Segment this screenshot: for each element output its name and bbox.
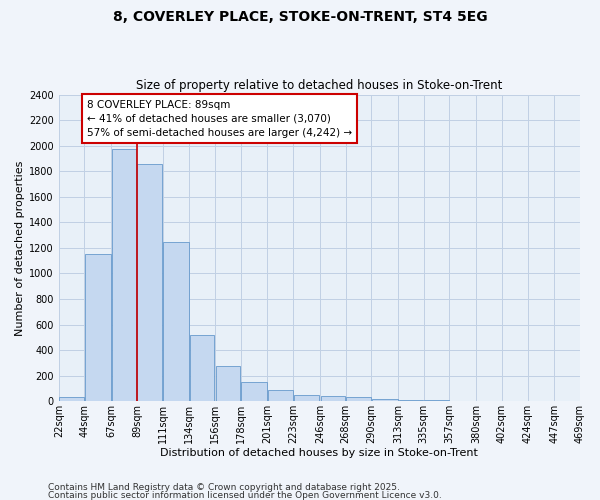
Bar bbox=[112, 150, 136, 401]
Bar bbox=[268, 390, 293, 401]
Bar bbox=[85, 254, 110, 401]
Bar bbox=[372, 400, 398, 401]
Bar bbox=[190, 334, 214, 401]
Text: Contains public sector information licensed under the Open Government Licence v3: Contains public sector information licen… bbox=[48, 490, 442, 500]
Y-axis label: Number of detached properties: Number of detached properties bbox=[15, 160, 25, 336]
Bar bbox=[137, 164, 162, 401]
Bar bbox=[346, 396, 371, 401]
Bar bbox=[424, 400, 449, 401]
X-axis label: Distribution of detached houses by size in Stoke-on-Trent: Distribution of detached houses by size … bbox=[160, 448, 478, 458]
Bar bbox=[59, 398, 84, 401]
Title: Size of property relative to detached houses in Stoke-on-Trent: Size of property relative to detached ho… bbox=[136, 79, 503, 92]
Bar bbox=[320, 396, 345, 401]
Bar bbox=[398, 400, 423, 401]
Bar bbox=[294, 396, 319, 401]
Bar bbox=[450, 400, 476, 401]
Bar bbox=[555, 400, 580, 401]
Text: Contains HM Land Registry data © Crown copyright and database right 2025.: Contains HM Land Registry data © Crown c… bbox=[48, 484, 400, 492]
Bar bbox=[502, 400, 527, 401]
Text: 8, COVERLEY PLACE, STOKE-ON-TRENT, ST4 5EG: 8, COVERLEY PLACE, STOKE-ON-TRENT, ST4 5… bbox=[113, 10, 487, 24]
Text: 8 COVERLEY PLACE: 89sqm
← 41% of detached houses are smaller (3,070)
57% of semi: 8 COVERLEY PLACE: 89sqm ← 41% of detache… bbox=[87, 100, 352, 138]
Bar bbox=[477, 400, 501, 401]
Bar bbox=[163, 242, 189, 401]
Bar bbox=[215, 366, 240, 401]
Bar bbox=[528, 400, 554, 401]
Bar bbox=[241, 382, 267, 401]
